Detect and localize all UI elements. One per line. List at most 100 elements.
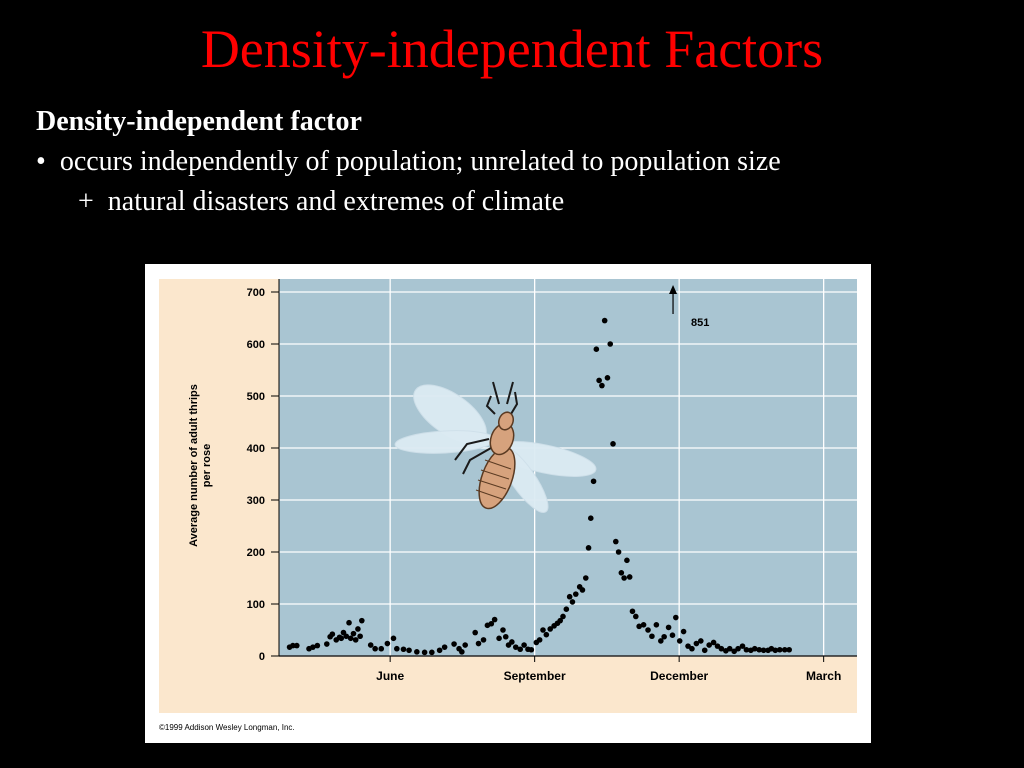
data-point bbox=[599, 382, 605, 389]
data-point bbox=[290, 642, 296, 649]
y-tick-label: 100 bbox=[247, 599, 265, 611]
bullet-heading: Density-independent factor bbox=[36, 106, 362, 137]
thrips-insect-illustration bbox=[394, 381, 597, 513]
data-point bbox=[610, 441, 616, 447]
data-point bbox=[689, 645, 695, 652]
data-point bbox=[596, 377, 602, 384]
data-point bbox=[579, 587, 586, 593]
data-points bbox=[286, 317, 792, 656]
data-point bbox=[587, 515, 594, 521]
data-point bbox=[329, 631, 336, 637]
data-point bbox=[462, 642, 468, 648]
y-tick-label: 200 bbox=[247, 547, 265, 559]
data-point bbox=[661, 633, 667, 640]
y-tick-label: 300 bbox=[247, 495, 265, 507]
y-tick-label: 600 bbox=[247, 339, 265, 351]
data-point bbox=[621, 575, 627, 581]
x-tick-label: June bbox=[376, 669, 404, 683]
data-point bbox=[355, 626, 361, 632]
data-point bbox=[566, 593, 573, 600]
y-tick-label: 0 bbox=[259, 651, 265, 663]
y-axis-label-line: per rose bbox=[201, 444, 213, 487]
data-point bbox=[756, 646, 762, 653]
data-point bbox=[582, 575, 589, 581]
data-point bbox=[585, 545, 592, 551]
data-point bbox=[384, 640, 391, 647]
data-point bbox=[601, 317, 608, 324]
data-point bbox=[343, 633, 350, 640]
data-point bbox=[673, 614, 679, 621]
data-point bbox=[658, 638, 664, 644]
data-point bbox=[569, 599, 576, 605]
data-point bbox=[502, 633, 509, 640]
y-tick-label: 700 bbox=[247, 287, 265, 299]
data-point bbox=[698, 638, 704, 644]
data-point bbox=[760, 647, 767, 654]
data-point bbox=[680, 628, 687, 635]
data-point bbox=[347, 635, 354, 642]
bullet-marker: • bbox=[36, 146, 46, 177]
y-axis-label-line: Average number of adult thrips bbox=[188, 384, 200, 547]
data-point bbox=[615, 549, 622, 555]
data-point bbox=[378, 645, 385, 652]
sub-bullet-marker: + bbox=[78, 186, 94, 217]
sub-bullet-text: natural disasters and extremes of climat… bbox=[107, 186, 565, 217]
bullet-item: • occurs independently of population; un… bbox=[36, 142, 996, 182]
gridlines bbox=[278, 279, 857, 657]
data-point bbox=[480, 637, 487, 643]
data-point bbox=[414, 649, 420, 655]
data-point bbox=[512, 644, 519, 650]
scatter-chart: 0 100 200 300 400 500 600 700 June September Dece… bbox=[159, 279, 857, 732]
data-point bbox=[323, 641, 330, 647]
data-point bbox=[491, 616, 498, 623]
data-point bbox=[633, 613, 639, 620]
data-point bbox=[786, 646, 792, 653]
data-point bbox=[590, 478, 597, 485]
data-point bbox=[557, 617, 564, 624]
data-point bbox=[400, 646, 407, 653]
data-point bbox=[451, 641, 457, 647]
x-axis-ticks: June September December March bbox=[376, 656, 841, 683]
data-point bbox=[488, 620, 495, 627]
data-point bbox=[693, 640, 700, 647]
data-point bbox=[475, 640, 482, 647]
data-point bbox=[441, 644, 448, 650]
bullet-list: Density-independent factor • occurs inde… bbox=[36, 102, 996, 222]
data-point bbox=[649, 633, 655, 640]
sub-bullet-item: + natural disasters and extremes of clim… bbox=[36, 182, 996, 222]
data-point bbox=[563, 606, 570, 612]
data-point bbox=[706, 642, 712, 648]
data-point bbox=[612, 538, 619, 545]
bullet-text: occurs independently of population; unre… bbox=[59, 146, 781, 177]
data-point bbox=[669, 632, 676, 638]
data-point bbox=[653, 622, 660, 628]
data-point bbox=[390, 635, 397, 642]
data-point bbox=[352, 637, 359, 643]
data-point bbox=[645, 627, 651, 633]
data-point bbox=[618, 570, 625, 576]
data-point bbox=[739, 643, 746, 649]
data-point bbox=[346, 619, 352, 626]
data-point bbox=[359, 617, 365, 624]
data-point bbox=[310, 644, 316, 650]
data-point bbox=[517, 646, 524, 653]
data-point bbox=[636, 623, 642, 630]
data-point bbox=[607, 341, 614, 347]
data-point bbox=[676, 638, 683, 644]
data-point bbox=[357, 633, 363, 640]
x-tick-label: March bbox=[806, 669, 841, 683]
y-tick-label: 500 bbox=[247, 391, 265, 403]
y-tick-label: 400 bbox=[247, 443, 265, 455]
data-point bbox=[701, 647, 708, 654]
data-point bbox=[751, 645, 758, 652]
data-point bbox=[421, 649, 428, 656]
data-point bbox=[776, 646, 783, 653]
data-point bbox=[350, 630, 357, 637]
data-point bbox=[624, 557, 630, 564]
y-axis-label: Average number of adult thripsper rose bbox=[188, 384, 213, 547]
data-point bbox=[726, 645, 733, 652]
data-point bbox=[528, 646, 535, 653]
data-point bbox=[629, 608, 636, 615]
chart-figure: 0 100 200 300 400 500 600 700 June September Dece… bbox=[145, 264, 871, 743]
data-point bbox=[293, 642, 300, 649]
